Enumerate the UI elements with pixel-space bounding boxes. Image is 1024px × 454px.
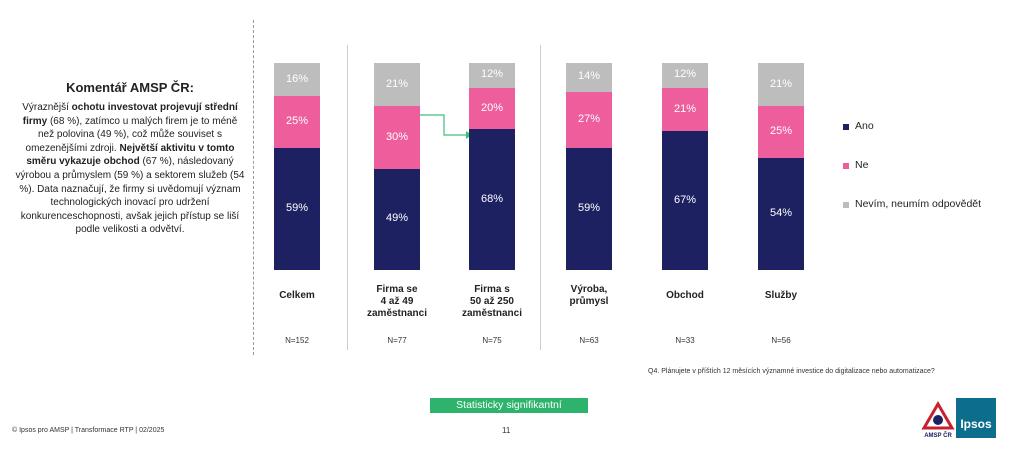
value-label: 21%	[385, 77, 409, 90]
commentary-run: (68 %), zatímco u malých firem je to mén…	[25, 115, 238, 154]
value-label: 54%	[769, 207, 793, 220]
sample-size: N=77	[387, 336, 407, 345]
category-label: Výroba, průmysl	[569, 284, 609, 307]
separator	[253, 20, 254, 355]
sample-size: N=63	[579, 336, 599, 345]
commentary-title: Komentář AMSP ČR:	[66, 80, 194, 95]
bar-segment	[662, 63, 708, 88]
value-label: 27%	[577, 112, 601, 125]
commentary-run: ochotu investovat projevují střední firm…	[22, 102, 238, 127]
logo-text: AMSP ČR	[924, 432, 952, 439]
logo-shape	[921, 401, 955, 430]
value-label: 59%	[577, 201, 601, 214]
category-label: Služby	[764, 290, 798, 301]
value-label: 16%	[285, 72, 309, 85]
value-label: 68%	[480, 192, 504, 205]
commentary-run: Největší aktivitu v tomto směru vykazuje…	[26, 142, 235, 168]
value-label: 20%	[480, 101, 504, 114]
bar-segment	[566, 91, 612, 148]
category-label: Obchod	[666, 290, 704, 301]
ipsos-logo: Ipsos	[956, 398, 996, 438]
value-label: 25%	[285, 114, 309, 127]
value-label: 67%	[673, 193, 697, 206]
value-label: 30%	[385, 130, 409, 143]
question: Q4. Plánujete v příštích 12 měsících výz…	[648, 368, 935, 375]
commentary-text: Výraznější ochotu investovat projevují s…	[14, 101, 246, 237]
legend-label: Ne	[855, 159, 869, 171]
bar-segment	[274, 63, 320, 97]
value-label: 12%	[480, 68, 504, 81]
legend-label: Ano	[855, 120, 874, 132]
bar-segment	[662, 131, 708, 270]
bar-segment	[374, 63, 420, 107]
bar-segment	[374, 168, 420, 270]
sample-size: N=56	[771, 336, 791, 345]
bar-segment	[374, 106, 420, 169]
sample-size: N=75	[482, 336, 502, 345]
commentary-run: (67 %), následovaný výrobou a průmyslem …	[15, 156, 245, 236]
bar-segment	[566, 63, 612, 92]
value-label: 49%	[385, 212, 409, 225]
bar-segment	[662, 87, 708, 132]
commentary-run: Výraznější	[22, 102, 72, 113]
category-label: Firma se 4 až 49 zaměstnanci	[366, 284, 428, 319]
legend-swatch	[843, 124, 849, 130]
sample-size: N=152	[285, 336, 309, 345]
bar-segment	[758, 63, 804, 107]
amsp-logo: AMSP ČR	[921, 401, 955, 439]
value-label: 12%	[673, 68, 697, 81]
value-label: 21%	[769, 77, 793, 90]
legend-swatch	[843, 202, 849, 208]
bar-segment	[469, 87, 515, 130]
separator	[540, 45, 541, 350]
bar-segment	[758, 106, 804, 159]
value-label: 14%	[577, 70, 601, 83]
value-label: 25%	[769, 125, 793, 138]
bar-segment	[274, 147, 320, 270]
bar-segment	[274, 96, 320, 148]
logo-shape	[933, 415, 943, 425]
page-number: 11	[502, 426, 511, 435]
separator	[347, 45, 348, 350]
significance-note: Statisticky signifikantní	[430, 398, 588, 413]
category-label: Firma s 50 až 250 zaměstnanci	[461, 284, 523, 319]
significance-arrow	[420, 114, 466, 136]
category-label: Celkem	[279, 290, 315, 301]
footer-source: © Ipsos pro AMSP | Transformace RTP | 02…	[12, 427, 165, 434]
legend-label: Nevím, neumím odpovědět	[855, 198, 982, 210]
bar-segment	[566, 147, 612, 270]
bar-segment	[758, 158, 804, 270]
sample-size: N=33	[675, 336, 695, 345]
value-label: 59%	[285, 201, 309, 214]
value-label: 21%	[673, 102, 697, 115]
bar-segment	[469, 63, 515, 88]
legend-swatch	[843, 163, 849, 169]
bar-segment	[469, 129, 515, 270]
